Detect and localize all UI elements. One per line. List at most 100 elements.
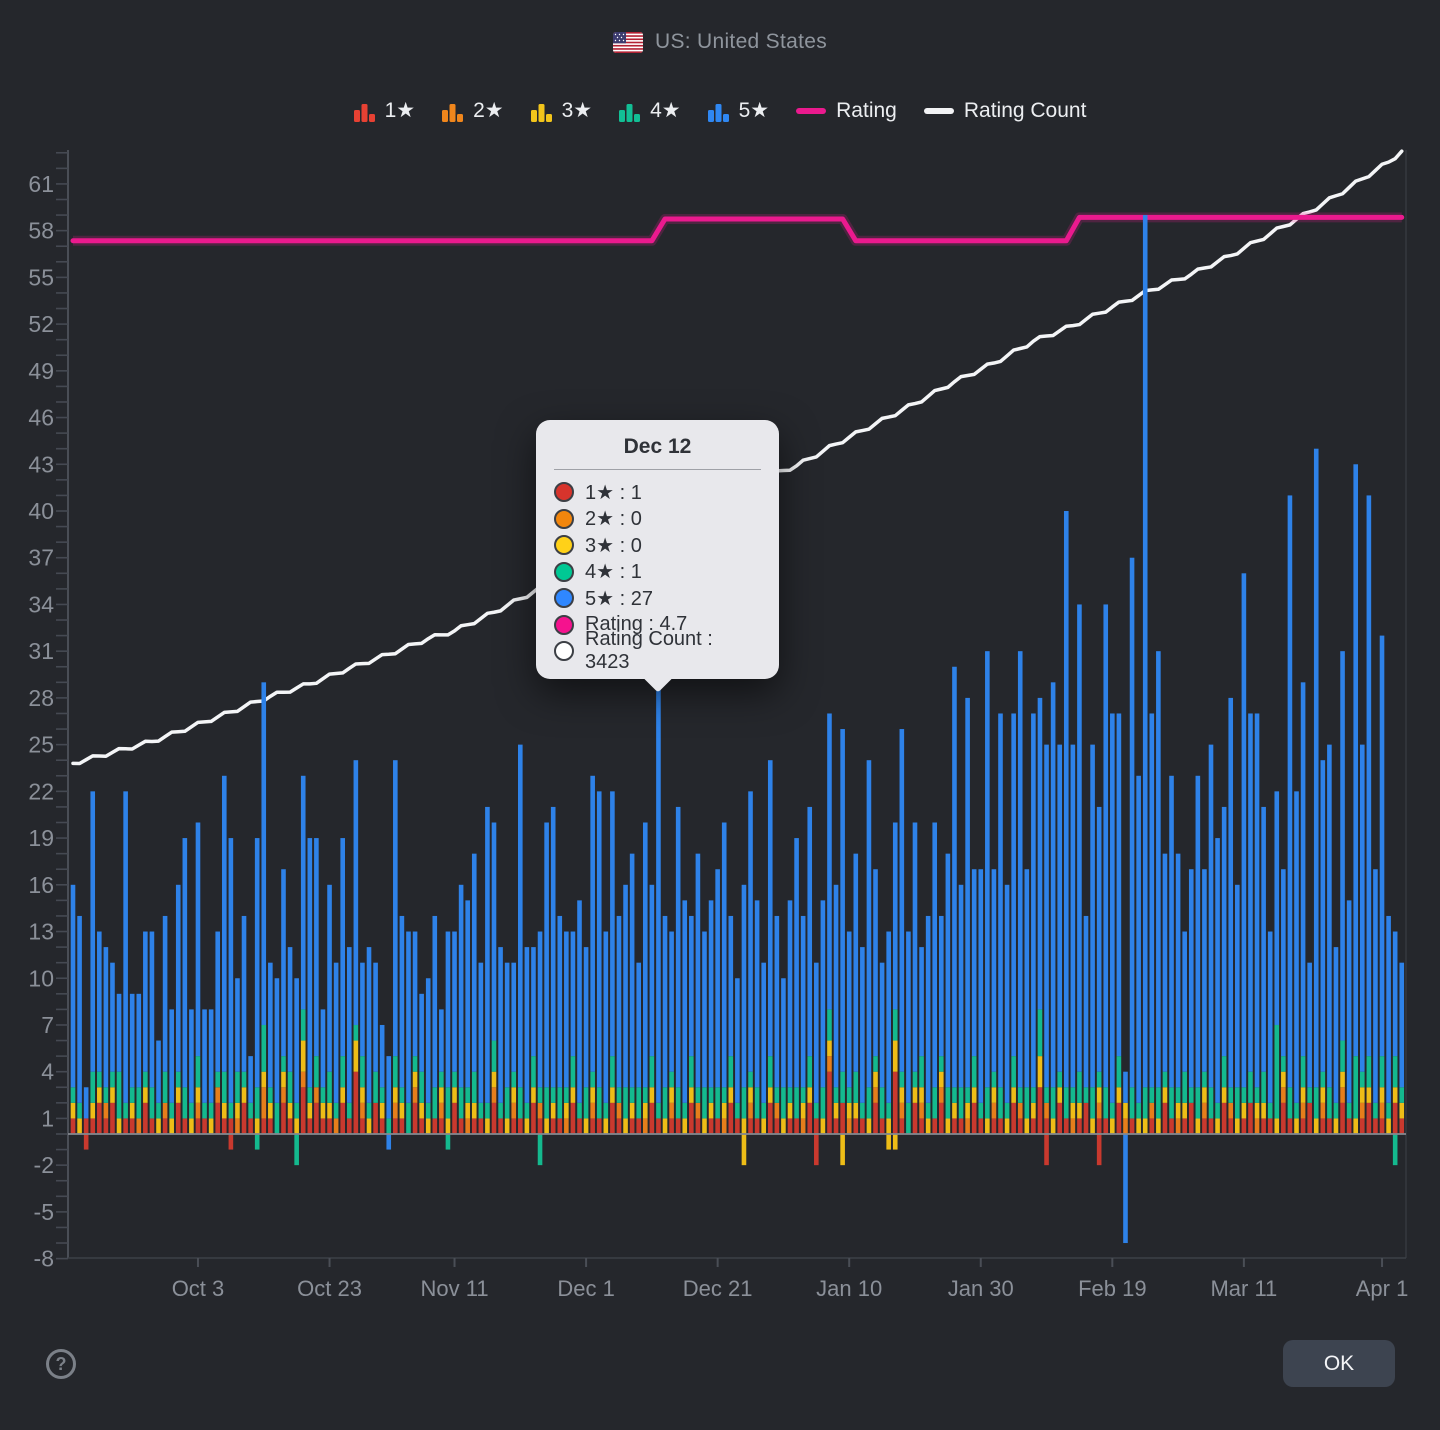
bar-segment[interactable]	[1386, 1102, 1391, 1119]
bar-segment[interactable]	[1346, 900, 1352, 1103]
bar-segment[interactable]	[1261, 1102, 1266, 1119]
bar-segment[interactable]	[1195, 1118, 1201, 1134]
bar-segment[interactable]	[879, 962, 885, 1088]
bar-segment[interactable]	[557, 1118, 563, 1134]
bar-segment[interactable]	[952, 1102, 957, 1119]
bar-segment[interactable]	[189, 1102, 194, 1119]
bar-segment[interactable]	[1254, 713, 1260, 1088]
bar-segment[interactable]	[1057, 1102, 1062, 1134]
bar-segment[interactable]	[274, 1102, 280, 1134]
bar-segment[interactable]	[1221, 1087, 1227, 1103]
bar-segment[interactable]	[827, 713, 832, 1010]
bar-segment[interactable]	[840, 729, 845, 1072]
bar-segment[interactable]	[662, 1087, 668, 1119]
bar-segment[interactable]	[491, 1087, 497, 1103]
bar-segment[interactable]	[965, 1102, 970, 1119]
bar-segment[interactable]	[340, 1102, 345, 1134]
bar-segment[interactable]	[774, 1087, 780, 1103]
bar-segment[interactable]	[1110, 1102, 1115, 1119]
bar-segment[interactable]	[294, 1102, 299, 1119]
bar-segment[interactable]	[1110, 1118, 1115, 1134]
bar-segment[interactable]	[1024, 1118, 1030, 1134]
bar-segment[interactable]	[1228, 1102, 1234, 1119]
bar-segment[interactable]	[1287, 1118, 1293, 1134]
bar-segment[interactable]	[623, 1087, 628, 1119]
bar-segment[interactable]	[544, 1087, 549, 1119]
bar-segment[interactable]	[1366, 1056, 1372, 1088]
bar-segment[interactable]	[215, 1102, 221, 1134]
bar-segment[interactable]	[156, 1102, 161, 1119]
bar-segment[interactable]	[1063, 1118, 1069, 1134]
bar-segment[interactable]	[156, 1118, 161, 1134]
bar-segment[interactable]	[471, 1071, 477, 1103]
bar-segment[interactable]	[800, 1087, 806, 1103]
bar-segment[interactable]	[340, 1056, 345, 1088]
bar-segment[interactable]	[1353, 1056, 1359, 1119]
bar-segment[interactable]	[531, 947, 536, 1057]
bar-segment-negative[interactable]	[814, 1134, 819, 1166]
bar-segment[interactable]	[735, 978, 740, 1103]
bar-segment[interactable]	[1399, 1102, 1405, 1119]
bar-segment[interactable]	[833, 1102, 839, 1119]
bar-segment[interactable]	[702, 1118, 707, 1134]
bar-segment[interactable]	[70, 1087, 76, 1103]
bar-segment[interactable]	[320, 1102, 326, 1119]
bar-segment[interactable]	[1379, 1102, 1385, 1119]
bar-segment[interactable]	[892, 1009, 898, 1041]
bar-segment[interactable]	[1333, 1118, 1339, 1134]
bar-segment[interactable]	[458, 1087, 464, 1119]
bar-segment[interactable]	[1399, 1087, 1405, 1103]
bar-segment[interactable]	[1090, 1118, 1095, 1134]
bar-segment[interactable]	[268, 962, 273, 1088]
bar-segment[interactable]	[899, 1087, 905, 1103]
bar-segment[interactable]	[550, 1087, 556, 1103]
bar-segment[interactable]	[610, 791, 615, 1057]
bar-segment[interactable]	[439, 1009, 444, 1072]
bar-segment[interactable]	[412, 1071, 418, 1088]
bar-segment[interactable]	[794, 1087, 799, 1119]
bar-segment[interactable]	[235, 1071, 240, 1103]
bar-segment[interactable]	[215, 931, 221, 1072]
bar-segment[interactable]	[998, 1087, 1003, 1119]
bar-segment[interactable]	[1267, 1102, 1273, 1119]
bar-segment[interactable]	[537, 1087, 543, 1103]
bar-segment[interactable]	[1287, 495, 1293, 1088]
bar-segment[interactable]	[340, 1087, 345, 1103]
bar-segment[interactable]	[767, 760, 773, 1057]
bar-segment[interactable]	[1037, 1087, 1043, 1134]
bar-segment[interactable]	[287, 1071, 293, 1103]
bar-segment[interactable]	[754, 1118, 760, 1134]
bar-segment[interactable]	[1386, 915, 1391, 1103]
bar-segment[interactable]	[97, 1071, 102, 1088]
bar-segment[interactable]	[827, 1071, 832, 1134]
bar-segment[interactable]	[708, 1087, 714, 1103]
bar-segment[interactable]	[393, 1056, 398, 1088]
bar-segment[interactable]	[1281, 1102, 1286, 1134]
bar-segment[interactable]	[1221, 806, 1227, 1057]
bar-segment[interactable]	[116, 993, 122, 1072]
bar-segment[interactable]	[452, 1102, 457, 1134]
bar-segment[interactable]	[702, 1087, 707, 1119]
bar-segment[interactable]	[399, 1087, 405, 1103]
bar-segment[interactable]	[1274, 791, 1280, 1025]
bar-segment[interactable]	[386, 1118, 392, 1134]
bar-segment[interactable]	[1011, 713, 1016, 1057]
bar-segment[interactable]	[748, 1087, 753, 1103]
bar-segment[interactable]	[886, 1102, 891, 1119]
bar-segment[interactable]	[550, 806, 556, 1088]
bar-segment[interactable]	[662, 915, 668, 1088]
bar-segment[interactable]	[1267, 931, 1273, 1103]
bar-segment[interactable]	[892, 822, 898, 1010]
bar-segment[interactable]	[1044, 1087, 1049, 1103]
bar-segment[interactable]	[860, 1118, 865, 1134]
bar-segment[interactable]	[149, 1118, 155, 1134]
bar-segment[interactable]	[1083, 1087, 1089, 1103]
bar-segment[interactable]	[814, 1118, 819, 1134]
bar-segment[interactable]	[1254, 1102, 1260, 1119]
bar-segment[interactable]	[1307, 962, 1312, 1088]
bar-segment[interactable]	[77, 1102, 82, 1119]
bar-segment[interactable]	[682, 1118, 688, 1134]
bar-segment[interactable]	[314, 1056, 319, 1088]
bar-segment[interactable]	[544, 1118, 549, 1134]
bar-segment[interactable]	[1346, 1102, 1352, 1119]
